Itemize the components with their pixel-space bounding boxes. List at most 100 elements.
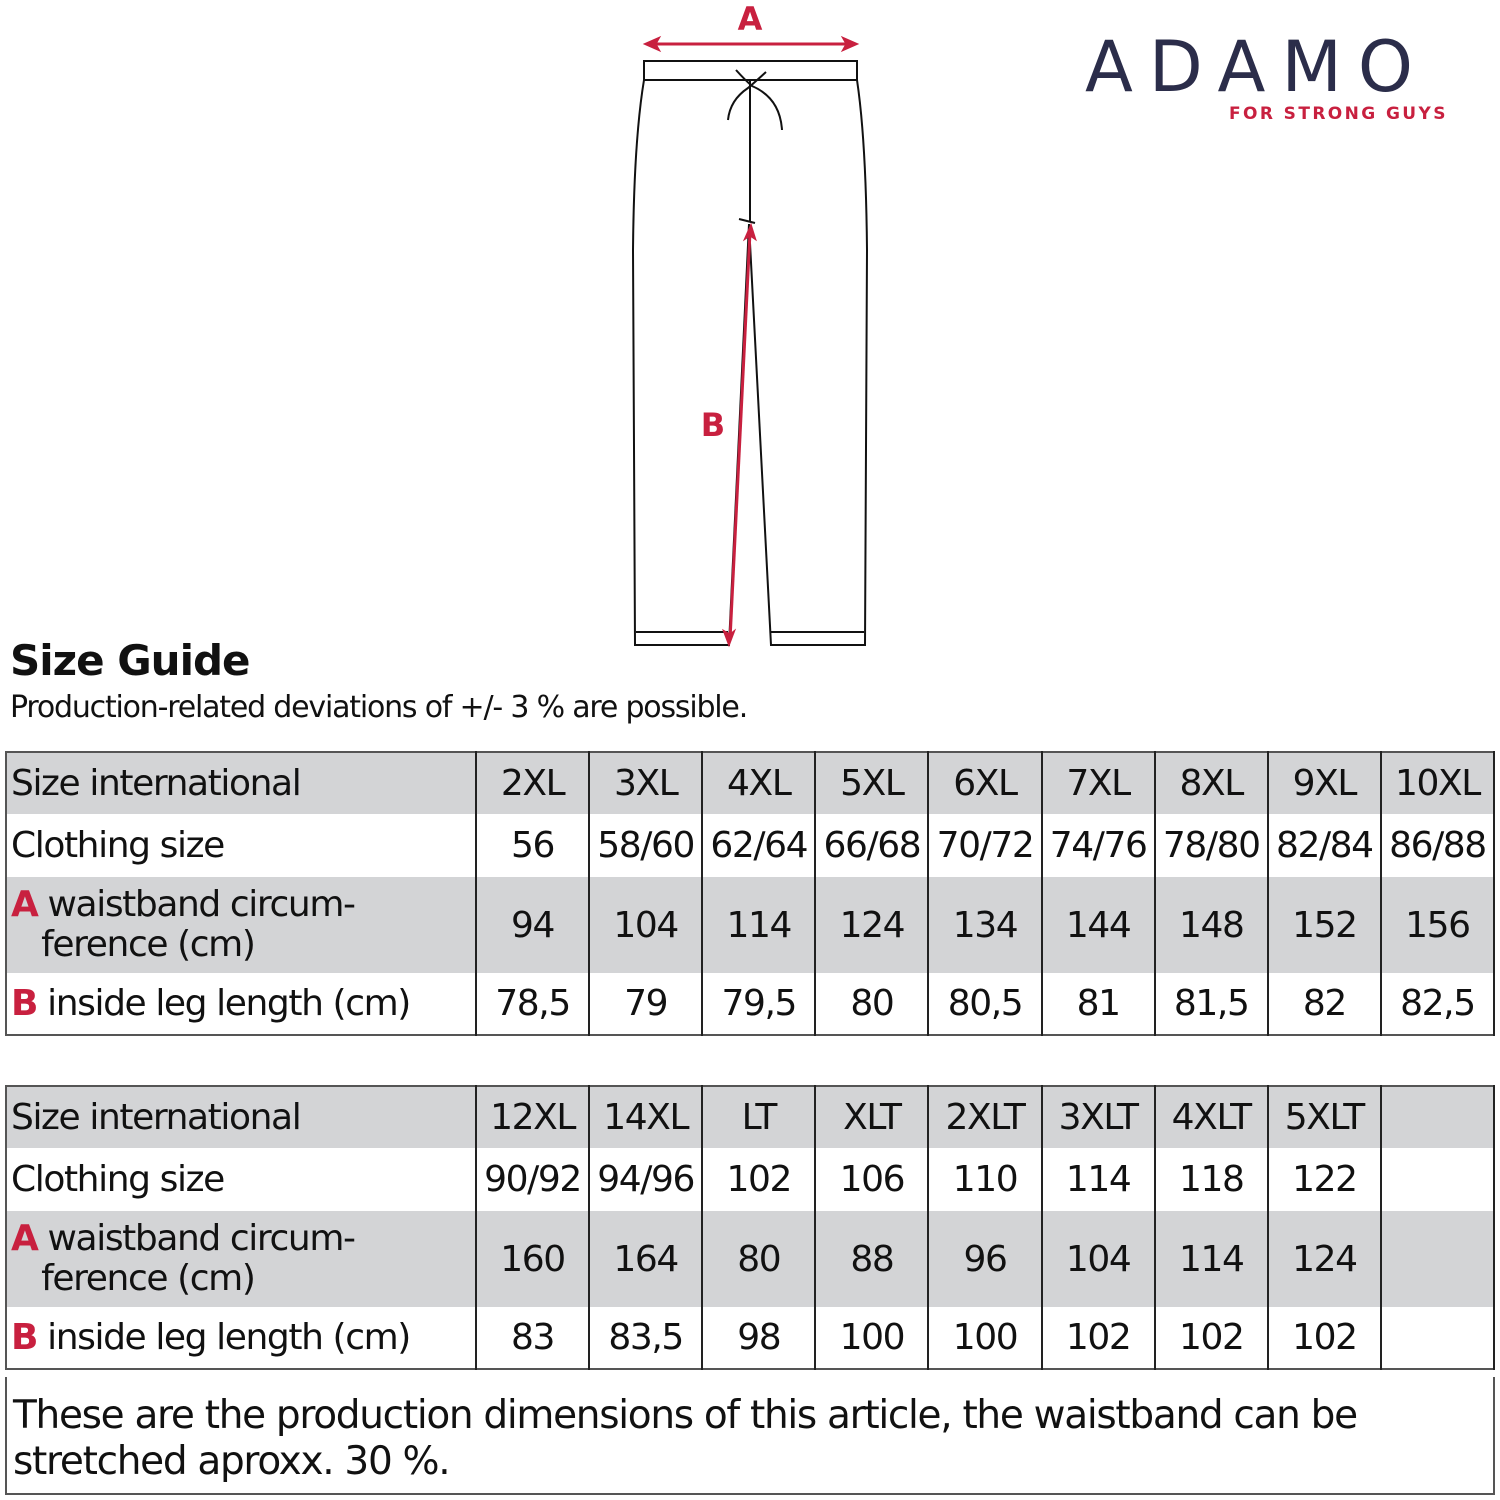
size-table-1: Size international 2XL 3XL 4XL 5XL 6XL 7XL 8XL 9… <box>5 751 1496 1036</box>
table-cell: 144 <box>1040 877 1156 973</box>
table-cell: 96 <box>927 1211 1043 1307</box>
table-cell: 124 <box>814 877 930 973</box>
table-cell: 8XL <box>1153 752 1269 814</box>
marker-b: B <box>11 983 38 1024</box>
row-waistband: A waistband circum- ference (cm) 160 164 80… <box>5 1211 1496 1307</box>
row-header: A waistband circum- ference (cm) <box>5 1211 477 1307</box>
table-cell: 114 <box>1040 1148 1156 1211</box>
row-clothing-size: Clothing size 90/92 94/96 102 106 110 114 118 12… <box>5 1148 1496 1211</box>
table-cell: 104 <box>588 877 704 973</box>
table-cell: 83,5 <box>588 1307 704 1369</box>
table-cell: 70/72 <box>927 814 1043 877</box>
label-text: inside leg length (cm) <box>47 983 411 1024</box>
table-cell: 164 <box>588 1211 704 1307</box>
table-cell: 4XLT <box>1153 1086 1269 1148</box>
row-label: Size international <box>11 1097 302 1138</box>
page-subtitle: Production-related deviations of +/- 3 %… <box>10 690 748 725</box>
table-cell: 5XLT <box>1266 1086 1382 1148</box>
row-header: A waistband circum- ference (cm) <box>5 877 477 973</box>
row-inside-leg: B inside leg length (cm) 83 83,5 98 100 100 10… <box>5 1307 1496 1369</box>
table-cell: 110 <box>927 1148 1043 1211</box>
row-label: Clothing size <box>11 1159 225 1200</box>
table-cell: 102 <box>1266 1307 1382 1369</box>
table-cell: 104 <box>1040 1211 1156 1307</box>
row-header: Size international <box>5 1086 477 1148</box>
row-label: B inside leg length (cm) <box>11 983 411 1024</box>
table-cell: 134 <box>927 877 1043 973</box>
label-line2: ference (cm) <box>41 924 256 965</box>
table-cell <box>1379 1211 1496 1307</box>
table-cell: 118 <box>1153 1148 1269 1211</box>
table-cell: 90/92 <box>474 1148 591 1211</box>
label-line1: waistband circum- <box>47 884 356 925</box>
brand-tagline: FOR STRONG GUYS <box>1229 104 1448 124</box>
pants-outline <box>631 79 869 646</box>
table-cell: 82/84 <box>1266 814 1382 877</box>
table-cell: 122 <box>1266 1148 1382 1211</box>
table-cell: 78/80 <box>1153 814 1269 877</box>
table-cell: 2XL <box>474 752 591 814</box>
table-cell: 94/96 <box>588 1148 704 1211</box>
table-cell: 80 <box>701 1211 817 1307</box>
row-clothing-size: Clothing size 56 58/60 62/64 66/68 70/72 74/76… <box>5 814 1496 877</box>
table-cell: 124 <box>1266 1211 1382 1307</box>
stretch-note: These are the production dimensions of t… <box>5 1377 1495 1495</box>
marker-a: A <box>11 884 39 925</box>
table-cell: 7XL <box>1040 752 1156 814</box>
table-cell: 98 <box>701 1307 817 1369</box>
waistband <box>643 60 858 81</box>
table-cell: 88 <box>814 1211 930 1307</box>
label-line2: ference (cm) <box>41 1258 256 1299</box>
row-label: A waistband circum- ference (cm) <box>11 1218 356 1299</box>
row-inside-leg: B inside leg length (cm) 78,5 79 79,5 80 80,5… <box>5 973 1496 1035</box>
brand-name: ADAMO <box>1085 26 1429 108</box>
table-cell: 114 <box>1153 1211 1269 1307</box>
table-cell: 152 <box>1266 877 1382 973</box>
table-cell: 3XL <box>588 752 704 814</box>
table-cell: LT <box>701 1086 817 1148</box>
row-size-international: Size international 2XL 3XL 4XL 5XL 6XL 7XL 8XL 9… <box>5 752 1496 814</box>
row-header: Clothing size <box>5 814 477 877</box>
row-label: Clothing size <box>11 825 225 866</box>
table-cell: 102 <box>1040 1307 1156 1369</box>
table-cell: 81,5 <box>1153 973 1269 1035</box>
marker-a: A <box>11 1218 39 1259</box>
row-header: B inside leg length (cm) <box>5 973 477 1035</box>
label-a: A <box>738 0 763 38</box>
table-cell: 102 <box>701 1148 817 1211</box>
row-size-international: Size international 12XL 14XL LT XLT 2XLT 3XLT 4… <box>5 1086 1496 1148</box>
table-cell: 83 <box>474 1307 591 1369</box>
table-cell: 148 <box>1153 877 1269 973</box>
table-cell: 6XL <box>927 752 1043 814</box>
table-cell: 82,5 <box>1379 973 1496 1035</box>
drawstring <box>727 69 783 131</box>
row-header: B inside leg length (cm) <box>5 1307 477 1369</box>
table-cell: 62/64 <box>701 814 817 877</box>
row-waistband: A waistband circum- ference (cm) 94 104 114… <box>5 877 1496 973</box>
page-title: Size Guide <box>10 636 251 685</box>
table-cell: 74/76 <box>1040 814 1156 877</box>
table-cell: 106 <box>814 1148 930 1211</box>
label-text: inside leg length (cm) <box>47 1317 411 1358</box>
table-cell: 58/60 <box>588 814 704 877</box>
brand-logo: ADAMO FOR STRONG GUYS <box>1085 26 1445 124</box>
table-cell: 100 <box>814 1307 930 1369</box>
table-cell: 12XL <box>474 1086 591 1148</box>
table-cell: 160 <box>474 1211 591 1307</box>
table-cell: 10XL <box>1379 752 1496 814</box>
measure-a-arrow <box>642 35 860 53</box>
table-cell: 4XL <box>701 752 817 814</box>
table-cell: 2XLT <box>927 1086 1043 1148</box>
table-cell: 9XL <box>1266 752 1382 814</box>
table-cell: 78,5 <box>474 973 591 1035</box>
row-label: A waistband circum- ference (cm) <box>11 884 356 965</box>
table-cell: 66/68 <box>814 814 930 877</box>
table-cell <box>1379 1307 1496 1369</box>
table-cell: 56 <box>474 814 591 877</box>
table-cell: 100 <box>927 1307 1043 1369</box>
pants-diagram: A B <box>631 0 869 648</box>
table-cell: 5XL <box>814 752 930 814</box>
table-cell: 79 <box>588 973 704 1035</box>
row-label: B inside leg length (cm) <box>11 1317 411 1358</box>
table-cell <box>1379 1148 1496 1211</box>
